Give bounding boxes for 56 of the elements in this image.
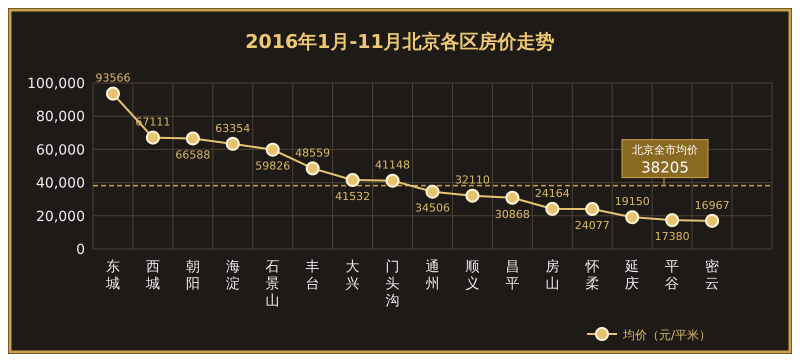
data-label: 24077 xyxy=(574,219,610,232)
x-tick-label: 门头沟 xyxy=(386,259,400,309)
data-label: 34506 xyxy=(415,202,450,215)
x-tick-label: 延庆 xyxy=(624,259,640,292)
point xyxy=(106,86,120,101)
legend-label: 均价（元/平米） xyxy=(622,328,712,342)
data-label: 16967 xyxy=(694,198,730,212)
data-label: 19150 xyxy=(614,195,650,208)
data-label: 48559 xyxy=(295,146,330,160)
x-tick-label: 通州 xyxy=(426,259,440,292)
point xyxy=(386,174,400,188)
x-tick-label: 海淀 xyxy=(226,259,240,292)
ref-line-label: 北京全市均价 38205 xyxy=(632,144,698,177)
x-tick-label: 平谷 xyxy=(665,259,680,292)
y-tick-label: 0 xyxy=(76,242,85,258)
data-label: 32110 xyxy=(454,174,490,187)
point xyxy=(665,213,680,228)
point xyxy=(505,190,520,205)
point xyxy=(585,202,600,216)
point xyxy=(146,130,160,145)
y-tick-label: 80,000 xyxy=(36,109,85,126)
y-tick-label: 40,000 xyxy=(36,176,85,192)
x-tick-label: 怀柔 xyxy=(584,259,600,292)
x-tick-label: 大兴 xyxy=(346,259,360,292)
y-tick-label: 20,000 xyxy=(36,208,85,225)
data-label: 41148 xyxy=(375,158,410,172)
data-label: 17380 xyxy=(654,230,690,244)
point xyxy=(705,214,720,228)
x-tick-label: 密云 xyxy=(705,259,720,292)
point xyxy=(346,173,360,188)
x-tick-label: 房山 xyxy=(545,259,560,292)
point xyxy=(465,188,480,203)
x-tick-label: 昌平 xyxy=(505,259,520,292)
point xyxy=(306,161,320,176)
data-label: 30868 xyxy=(494,208,530,221)
x-tick-label: 东城 xyxy=(104,259,120,292)
chart-title: 2016年1月-11月北京各区房价走势 xyxy=(245,31,555,53)
data-label: 63354 xyxy=(215,122,250,135)
x-tick-label: 顺义 xyxy=(465,259,480,292)
point xyxy=(426,184,440,199)
y-tick-label: 100,000 xyxy=(27,76,85,92)
point xyxy=(186,131,200,146)
point xyxy=(545,202,560,216)
data-label: 59826 xyxy=(255,160,290,173)
data-label: 66588 xyxy=(175,148,210,162)
x-tick-label: 西城 xyxy=(144,259,160,292)
data-label: 24164 xyxy=(534,186,570,200)
x-tick-label: 丰台 xyxy=(306,259,320,292)
x-tick-label: 石景山 xyxy=(266,259,280,309)
data-label: 41532 xyxy=(335,190,370,204)
point xyxy=(226,136,240,151)
data-label: 93566 xyxy=(95,72,130,85)
y-tick-label: 60,000 xyxy=(36,142,85,158)
point xyxy=(266,142,280,157)
x-tick-label: 朝阳 xyxy=(186,259,200,292)
point xyxy=(625,210,640,224)
